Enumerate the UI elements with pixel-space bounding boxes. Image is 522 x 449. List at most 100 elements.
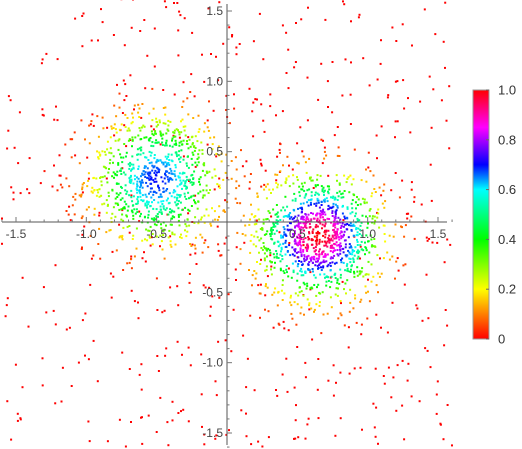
data-point [189, 196, 192, 199]
data-point [135, 208, 138, 211]
data-point [285, 177, 288, 180]
data-point [165, 207, 168, 210]
data-point [314, 194, 317, 196]
data-point [74, 17, 77, 20]
data-point [331, 234, 334, 237]
data-point [326, 245, 329, 248]
data-point [306, 189, 309, 192]
data-point [253, 216, 256, 219]
data-point [235, 46, 238, 49]
data-point [131, 238, 134, 240]
data-point [99, 176, 102, 179]
data-point [126, 215, 128, 218]
data-point [136, 189, 139, 191]
data-point [375, 134, 378, 137]
data-point [184, 180, 187, 183]
data-point [118, 106, 121, 109]
data-point [199, 233, 202, 236]
data-point [315, 242, 318, 245]
data-point [152, 107, 155, 110]
data-point [291, 253, 294, 256]
data-point [88, 142, 91, 145]
data-point [410, 181, 413, 184]
data-point [201, 149, 204, 152]
data-point [126, 129, 129, 132]
data-point [70, 156, 73, 159]
data-point [131, 200, 134, 203]
data-point [116, 196, 119, 198]
data-point [314, 250, 316, 253]
data-point [340, 245, 342, 248]
data-point [320, 266, 322, 269]
data-point [145, 136, 148, 139]
data-point [282, 206, 285, 209]
data-point [179, 236, 181, 239]
data-point [170, 169, 173, 172]
data-point [380, 194, 383, 197]
data-point [350, 202, 353, 205]
data-point [391, 255, 394, 258]
data-point [326, 253, 329, 256]
data-point [199, 190, 202, 193]
data-point [118, 236, 121, 239]
data-point [347, 176, 350, 179]
data-point [376, 78, 379, 81]
colorbar-tick-label: 1.0 [498, 83, 516, 98]
data-point [323, 200, 326, 203]
data-point [317, 257, 320, 260]
data-point [323, 150, 326, 153]
data-point [349, 174, 352, 177]
data-point [314, 249, 317, 252]
data-point [355, 227, 358, 229]
data-point [296, 142, 299, 145]
data-point [189, 364, 192, 367]
y-tick-label: -1.5 [202, 426, 223, 440]
data-point [165, 347, 168, 350]
data-point [193, 145, 196, 148]
data-point [359, 245, 362, 248]
data-point [130, 289, 133, 292]
data-point [334, 249, 337, 252]
data-point [102, 127, 105, 130]
data-point [180, 182, 183, 185]
data-point [304, 246, 307, 249]
data-point [171, 172, 174, 175]
data-point [334, 231, 337, 234]
data-point [293, 248, 296, 251]
data-point [143, 19, 146, 21]
data-point [264, 247, 267, 250]
data-point [187, 212, 190, 215]
data-point [316, 388, 319, 391]
data-point [41, 113, 44, 116]
data-point [188, 209, 191, 212]
data-point [302, 218, 304, 221]
data-point [352, 223, 355, 226]
data-point [181, 106, 184, 108]
data-point [257, 440, 260, 443]
data-point [137, 317, 140, 320]
data-point [338, 245, 341, 248]
data-point [110, 127, 113, 130]
data-point [298, 185, 301, 188]
data-point [170, 211, 173, 214]
data-point [131, 145, 133, 148]
data-point [336, 206, 339, 209]
data-point [209, 222, 212, 225]
data-point [101, 21, 104, 24]
data-point [177, 207, 180, 210]
data-point [171, 145, 174, 148]
data-point [269, 93, 272, 96]
data-point [124, 173, 127, 176]
data-point [107, 191, 110, 194]
data-point [155, 117, 158, 120]
data-point [236, 202, 239, 204]
data-point [100, 8, 102, 11]
data-point [117, 148, 120, 151]
data-point [374, 435, 377, 438]
data-point [306, 255, 308, 258]
data-point [297, 256, 300, 259]
data-point [298, 286, 301, 289]
data-point [103, 150, 106, 153]
data-point [308, 261, 311, 264]
data-point [146, 54, 149, 57]
